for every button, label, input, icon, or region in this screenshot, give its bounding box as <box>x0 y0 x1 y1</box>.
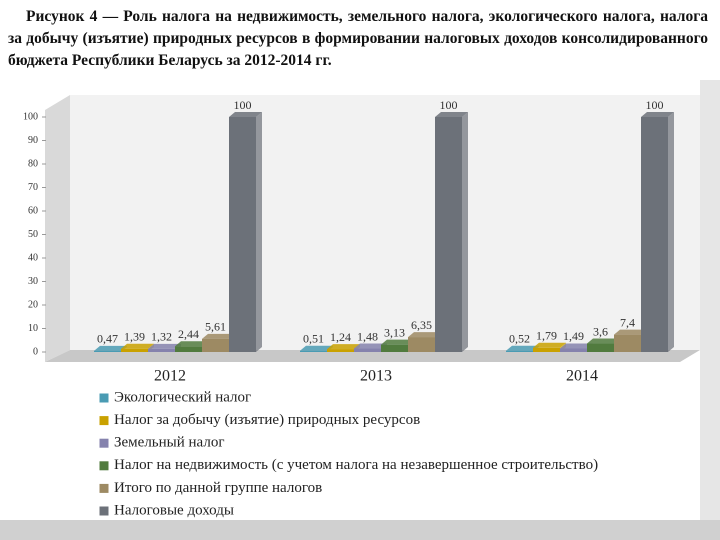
bar <box>175 346 202 352</box>
bar <box>300 350 327 352</box>
bar <box>587 343 614 352</box>
legend-label: Налог на недвижимость (с учетом налога н… <box>114 457 598 473</box>
y-tick-label: 80 <box>28 158 38 169</box>
legend-swatch <box>98 482 110 494</box>
bar <box>614 334 641 352</box>
value-label: 0,47 <box>97 332 118 346</box>
value-label: 1,39 <box>124 329 145 343</box>
value-label: 0,51 <box>303 332 324 346</box>
y-tick-label: 30 <box>28 276 38 287</box>
y-tick-label: 100 <box>23 111 38 122</box>
bar <box>354 348 381 352</box>
bar-top <box>202 333 235 339</box>
bar <box>327 349 354 352</box>
bar-top <box>327 344 360 350</box>
bar-side <box>256 112 262 352</box>
legend-label: Земельный налог <box>114 435 225 451</box>
y-tick-label: 90 <box>28 135 38 146</box>
chart-title: Рисунок 4 — Роль налога на недвижимость,… <box>8 8 708 69</box>
bar <box>94 350 121 352</box>
x-tick-label: 2013 <box>360 368 392 385</box>
bar-top <box>148 343 181 349</box>
y-tick-label: 70 <box>28 182 38 193</box>
legend-label: Налоговые доходы <box>114 502 234 518</box>
bar <box>148 348 175 352</box>
value-label: 1,48 <box>357 329 378 343</box>
value-label: 6,35 <box>411 318 432 332</box>
bar-top <box>354 343 387 349</box>
bar-top <box>94 345 127 351</box>
value-label: 1,24 <box>330 330 351 344</box>
value-label: 1,79 <box>536 329 557 343</box>
y-tick-label: 10 <box>28 323 38 334</box>
bar <box>506 350 533 352</box>
y-tick-label: 0 <box>33 346 38 357</box>
legend-label: Итого по данной группе налогов <box>114 480 322 496</box>
legend-swatch <box>98 437 110 449</box>
bar-top <box>121 343 154 349</box>
bar-top <box>506 345 539 351</box>
bar-top <box>175 341 208 347</box>
bar <box>202 338 229 352</box>
bar <box>408 337 435 352</box>
bar-top <box>381 339 414 345</box>
bar <box>435 117 462 352</box>
legend-label: Налог за добычу (изъятие) природных ресу… <box>114 412 420 428</box>
value-label: 2,44 <box>178 327 199 341</box>
y-tick-label: 60 <box>28 205 38 216</box>
back-wall <box>70 95 700 350</box>
value-label: 7,4 <box>620 315 635 329</box>
value-label: 0,52 <box>509 332 530 346</box>
bar <box>229 117 256 352</box>
frame-bottom <box>0 520 720 540</box>
legend-swatch <box>98 415 110 427</box>
bar-top <box>408 332 441 338</box>
y-tick-label: 20 <box>28 299 38 310</box>
value-label: 3,13 <box>384 325 405 339</box>
bar-top <box>560 343 593 349</box>
bar-top <box>533 342 566 348</box>
x-tick-label: 2014 <box>566 368 598 385</box>
legend-swatch <box>98 392 110 404</box>
bar-top <box>435 112 468 117</box>
value-label: 100 <box>234 98 252 112</box>
legend-swatch <box>98 460 110 472</box>
value-label: 100 <box>440 98 458 112</box>
bar <box>560 348 587 352</box>
frame-right <box>700 80 720 520</box>
bar <box>533 347 560 352</box>
bar-side <box>462 112 468 352</box>
bar <box>121 348 148 352</box>
bar-top <box>641 112 674 117</box>
floor <box>45 350 700 362</box>
bar <box>381 344 408 352</box>
side-wall <box>45 95 70 362</box>
bar-top <box>229 112 262 117</box>
bar-side <box>668 112 674 352</box>
value-label: 5,61 <box>205 320 226 334</box>
x-tick-label: 2012 <box>154 368 186 385</box>
bar-top <box>300 345 333 351</box>
value-label: 100 <box>646 98 664 112</box>
bar-top <box>587 338 620 344</box>
y-tick-label: 40 <box>28 252 38 263</box>
value-label: 1,32 <box>151 330 172 344</box>
y-tick-label: 50 <box>28 229 38 240</box>
value-label: 1,49 <box>563 329 584 343</box>
bar-top <box>614 329 647 335</box>
legend-swatch <box>98 505 110 517</box>
value-label: 3,6 <box>593 324 608 338</box>
legend-label: Экологический налог <box>114 389 251 405</box>
bar <box>641 117 668 352</box>
